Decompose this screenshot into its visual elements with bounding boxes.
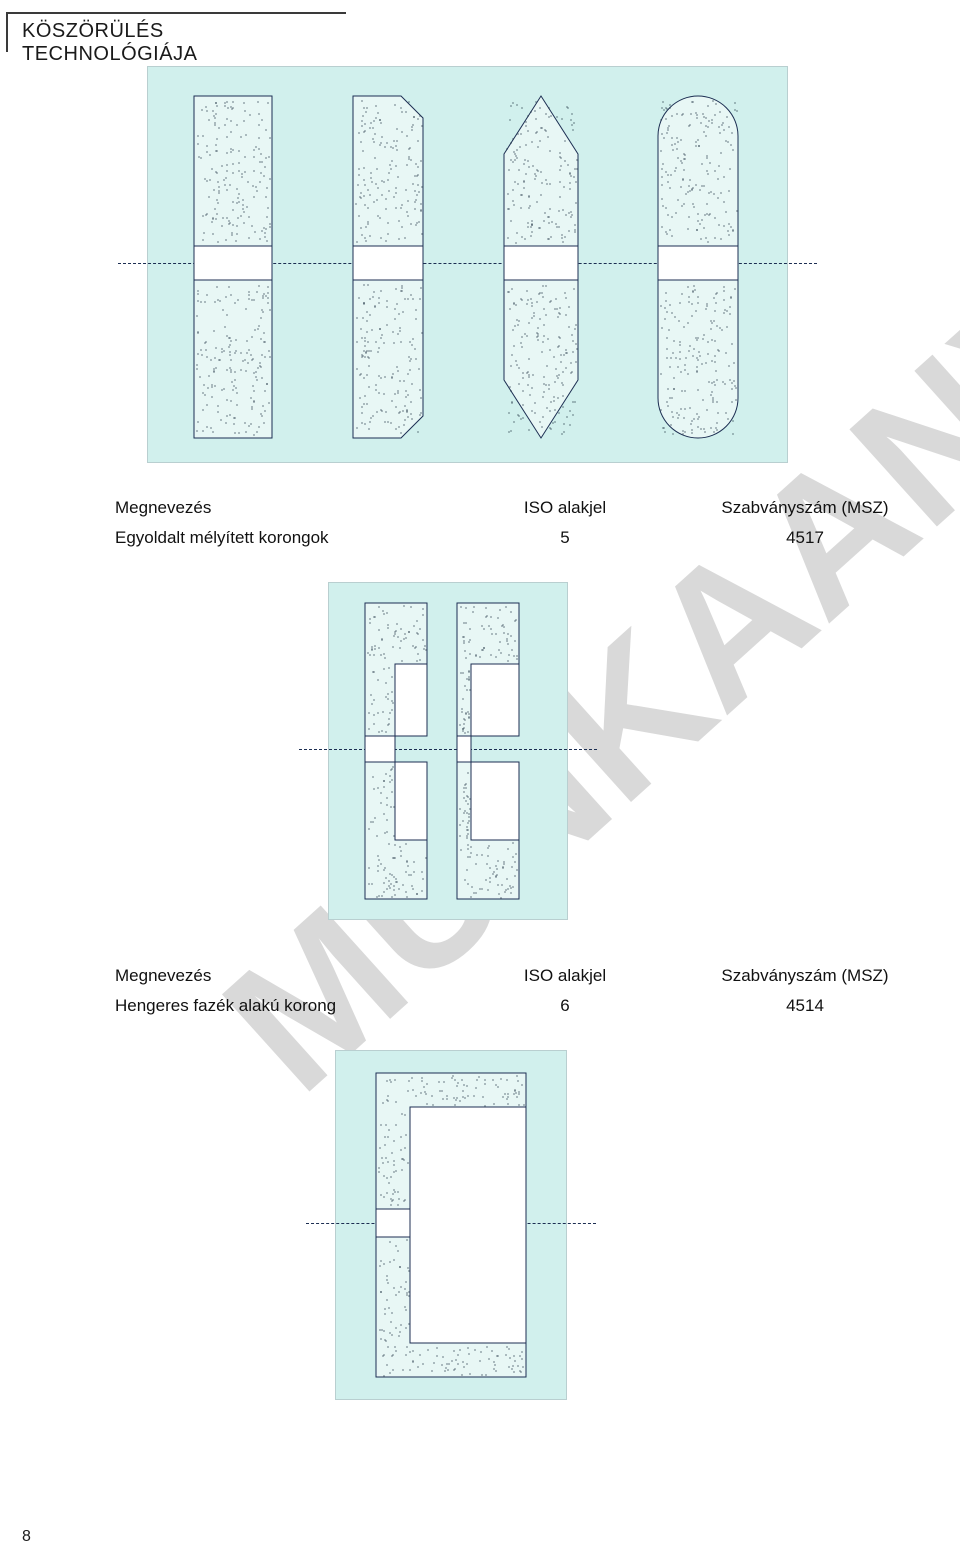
- td-name: Egyoldalt mélyített korongok: [115, 528, 435, 548]
- td-std: 4514: [695, 996, 915, 1016]
- page-number: 8: [22, 1528, 31, 1546]
- td-iso: 5: [435, 528, 695, 548]
- figure-recessed-wheels: [328, 582, 568, 920]
- th-iso: ISO alakjel: [435, 498, 695, 518]
- page-title: KÖSZÖRÜLÉS TECHNOLÓGIÁJA: [22, 20, 332, 66]
- header-rule: KÖSZÖRÜLÉS TECHNOLÓGIÁJA: [6, 12, 346, 52]
- th-iso: ISO alakjel: [435, 966, 695, 986]
- table-shape-6: Megnevezés ISO alakjel Szabványszám (MSZ…: [115, 966, 915, 1026]
- th-name: Megnevezés: [115, 498, 435, 518]
- th-std: Szabványszám (MSZ): [695, 966, 915, 986]
- figure-cup-wheel: [335, 1050, 567, 1400]
- th-name: Megnevezés: [115, 966, 435, 986]
- td-std: 4517: [695, 528, 915, 548]
- td-name: Hengeres fazék alakú korong: [115, 996, 435, 1016]
- figure-grinding-wheel-shapes: [147, 66, 788, 463]
- table-shape-5: Megnevezés ISO alakjel Szabványszám (MSZ…: [115, 498, 915, 558]
- td-iso: 6: [435, 996, 695, 1016]
- th-std: Szabványszám (MSZ): [695, 498, 915, 518]
